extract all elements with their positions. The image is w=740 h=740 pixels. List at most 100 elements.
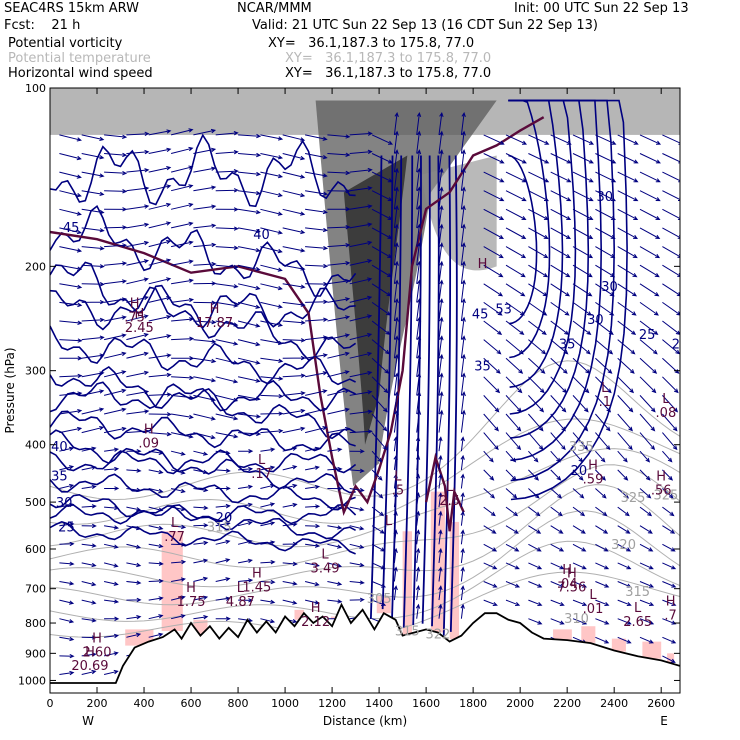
pv-extremum-22: L: [385, 514, 393, 529]
wind-vector-542: [483, 488, 496, 499]
wind-vector-520: [460, 566, 465, 582]
wind-vector-129: [148, 315, 172, 322]
wind-vector-634: [572, 208, 594, 221]
wind-vector-586: [528, 339, 547, 355]
wind-vector-136: [148, 450, 164, 455]
wind-speed-label-1: 40: [253, 228, 270, 243]
wind-vector-315: [305, 245, 329, 251]
theta-label-8: 310: [564, 612, 589, 627]
wind-speed-label-13: 25: [58, 520, 75, 535]
wind-vector-737: [639, 562, 654, 570]
wind-vector-674: [595, 432, 611, 451]
wind-vector-261: [260, 246, 283, 254]
wind-vector-283: [282, 153, 306, 161]
pv-extremum-15: H.7: [664, 595, 676, 624]
wind-vector-484: [438, 391, 444, 415]
wind-vector-264: [260, 301, 283, 309]
wind-vector-259: [260, 208, 283, 216]
wind-vector-184: [193, 319, 217, 325]
wind-vector-13: [59, 373, 83, 379]
wind-vector-500: [460, 186, 466, 210]
wind-vector-710: [617, 581, 632, 588]
wind-vector-64: [104, 207, 128, 212]
wind-vector-682: [595, 581, 610, 588]
wind-contour-west-2: [50, 261, 357, 361]
wind-vector-639: [572, 301, 592, 316]
wind-vector-333: [304, 581, 320, 587]
wind-vector-169: [171, 542, 187, 547]
wind-vector-441: [393, 585, 398, 601]
wind-vector-426: [393, 298, 399, 322]
wind-vector-33: [81, 190, 105, 196]
wind-vector-302: [282, 502, 298, 508]
wind-vector-280: [260, 599, 276, 604]
wind-vector-32: [81, 171, 105, 178]
wind-vector-527: [483, 208, 505, 221]
wind-vector-187: [193, 376, 217, 383]
wind-vector-464: [415, 529, 421, 545]
wind-vector-228: [238, 133, 262, 139]
wind-vector-711: [617, 599, 632, 606]
wind-vector-72: [103, 351, 127, 359]
wind-vector-145: [148, 614, 164, 620]
wind-contour-updraft-7: [442, 155, 452, 636]
wind-vector-345: [327, 315, 351, 322]
wind-vector-395: [371, 246, 393, 259]
wind-vector-735: [639, 525, 653, 534]
pv-extremum-4: L.17: [251, 453, 272, 482]
wind-vector-80: [104, 505, 120, 511]
wind-vector-77: [104, 447, 120, 452]
wind-vector-624: [550, 543, 565, 552]
wind-vector-658: [595, 134, 617, 145]
pv-extremum-letter-10: H: [311, 601, 321, 616]
wind-vector-554: [505, 227, 527, 240]
wind-vector-383: [349, 525, 365, 531]
wind-vector-224: [215, 558, 231, 564]
wind-vector-296: [282, 391, 306, 396]
wind-vector-463: [415, 510, 421, 526]
wind-vector-82: [103, 543, 119, 549]
pv-extremum-5: L.77: [164, 516, 185, 545]
wind-vector-110: [126, 506, 142, 512]
wind-contour-jet-3: [508, 99, 577, 415]
wind-vector-385: [349, 562, 365, 568]
wind-vector-53: [81, 562, 97, 568]
wind-vector-641: [572, 339, 591, 355]
pv-extremum-value-17: .56: [651, 484, 672, 499]
valid-time: Valid: 21 UTC Sun 22 Sep 13 (16 CDT Sun …: [252, 18, 598, 33]
pv-extremum-letter-9: L: [237, 581, 245, 596]
pv-column-contour: [424, 452, 465, 532]
wind-contour-west-10: [50, 473, 356, 511]
wind-vector-241: [237, 376, 261, 383]
wind-vector-317: [305, 281, 329, 287]
wind-vectors: [59, 111, 680, 676]
wind-vector-255: [260, 134, 284, 141]
wind-vector-322: [305, 371, 328, 378]
wind-vector-273: [260, 465, 276, 471]
wind-vector-190: [193, 432, 216, 440]
wind-vector-665: [595, 264, 616, 278]
wind-vector-764: [662, 543, 676, 552]
wind-vector-343: [327, 279, 351, 285]
wind-vector-387: [349, 597, 365, 603]
wind-vector-765: [662, 562, 677, 570]
wind-vector-405: [371, 432, 388, 451]
wind-vector-384: [349, 543, 365, 549]
wind-vector-748: [662, 246, 680, 258]
wind-vector-601: [528, 618, 543, 625]
wind-vector-49: [81, 484, 97, 490]
pv-extremum-value-11: .04: [557, 577, 578, 592]
wind-vector-404: [371, 413, 388, 432]
wind-vector-177: [193, 185, 217, 192]
wind-vector-566: [505, 450, 517, 463]
wind-speed-label-10: 40: [51, 440, 68, 455]
wind-vector-46: [81, 426, 105, 434]
wind-vector-63: [104, 189, 128, 194]
wind-vector-580: [528, 227, 549, 240]
theta-label-9: 315: [207, 520, 232, 535]
pv-extremum-16: H.59: [583, 459, 604, 488]
init-time: Init: 00 UTC Sun 22 Sep 13: [514, 1, 689, 16]
pv-extremum-13: L.01: [583, 588, 604, 617]
wind-vector-747: [662, 227, 680, 239]
pv-shade-pink-14: [667, 653, 675, 664]
